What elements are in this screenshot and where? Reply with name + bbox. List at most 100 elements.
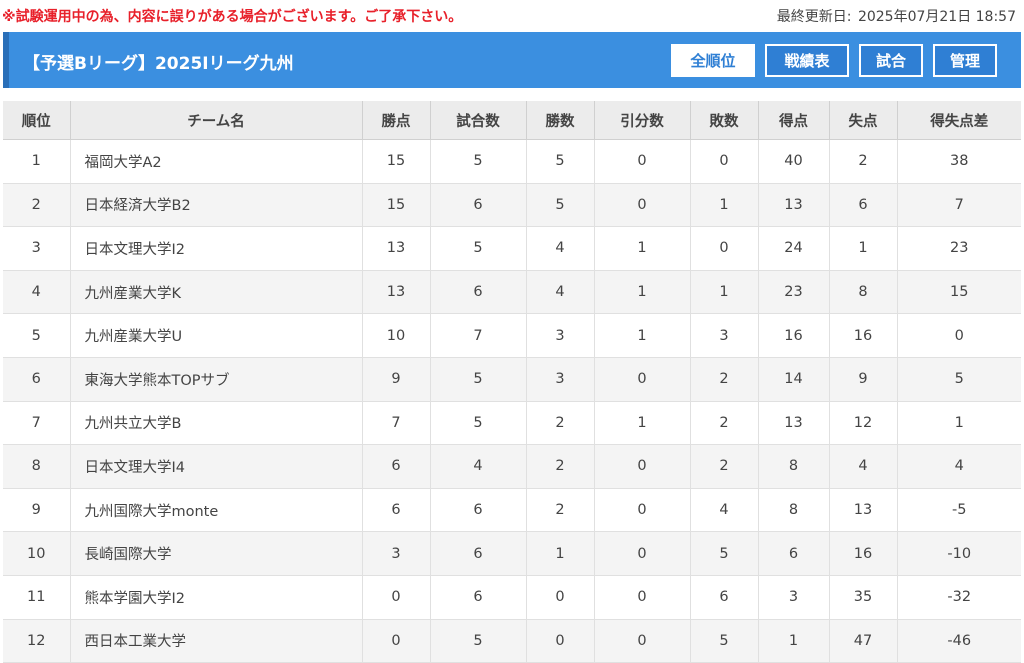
goals-against-cell: 9 bbox=[829, 357, 898, 402]
losses-cell: 1 bbox=[690, 270, 759, 315]
played-cell: 6 bbox=[430, 183, 527, 228]
col-header-goals-against[interactable]: 失点 bbox=[829, 101, 898, 140]
points-cell: 0 bbox=[362, 619, 431, 663]
team-name-cell[interactable]: 熊本学園大学I2 bbox=[70, 575, 363, 620]
rank-cell: 11 bbox=[3, 575, 71, 620]
draws-cell: 1 bbox=[594, 313, 691, 358]
draws-cell: 0 bbox=[594, 139, 691, 184]
table-row: 8 日本文理大学I4 6 4 2 0 2 8 4 4 bbox=[3, 444, 1021, 489]
table-row: 2 日本経済大学B2 15 6 5 0 1 13 6 7 bbox=[3, 183, 1021, 228]
tab-admin[interactable]: 管理 bbox=[933, 44, 997, 77]
wins-cell: 3 bbox=[526, 313, 595, 358]
table-row: 6 東海大学熊本TOPサブ 9 5 3 0 2 14 9 5 bbox=[3, 357, 1021, 402]
tab-all-standings[interactable]: 全順位 bbox=[671, 44, 755, 77]
played-cell: 6 bbox=[430, 488, 527, 533]
losses-cell: 6 bbox=[690, 575, 759, 620]
losses-cell: 5 bbox=[690, 619, 759, 663]
goals-against-cell: 2 bbox=[829, 139, 898, 184]
points-cell: 15 bbox=[362, 139, 431, 184]
goals-for-cell: 23 bbox=[758, 270, 830, 315]
team-name-cell[interactable]: 九州国際大学monte bbox=[70, 488, 363, 533]
draws-cell: 1 bbox=[594, 226, 691, 271]
played-cell: 6 bbox=[430, 531, 527, 576]
draws-cell: 1 bbox=[594, 401, 691, 446]
standings-body: 1 福岡大学A2 15 5 5 0 0 40 2 38 2 日本経済大学B2 15 6 5 0 1 13 6 7 3 日本… bbox=[3, 139, 1021, 663]
goal-diff-cell: 23 bbox=[897, 226, 1021, 271]
wins-cell: 2 bbox=[526, 401, 595, 446]
draws-cell: 0 bbox=[594, 444, 691, 489]
col-header-played[interactable]: 試合数 bbox=[430, 101, 527, 140]
points-cell: 7 bbox=[362, 401, 431, 446]
team-name-cell[interactable]: 九州産業大学K bbox=[70, 270, 363, 315]
draws-cell: 0 bbox=[594, 619, 691, 663]
losses-cell: 2 bbox=[690, 401, 759, 446]
played-cell: 5 bbox=[430, 139, 527, 184]
team-name-cell[interactable]: 西日本工業大学 bbox=[70, 619, 363, 663]
goals-for-cell: 14 bbox=[758, 357, 830, 402]
goals-for-cell: 16 bbox=[758, 313, 830, 358]
points-cell: 6 bbox=[362, 444, 431, 489]
rank-cell: 5 bbox=[3, 313, 71, 358]
goal-diff-cell: 15 bbox=[897, 270, 1021, 315]
col-header-goals-for[interactable]: 得点 bbox=[758, 101, 830, 140]
losses-cell: 2 bbox=[690, 444, 759, 489]
goal-diff-cell: 38 bbox=[897, 139, 1021, 184]
team-name-cell[interactable]: 日本文理大学I4 bbox=[70, 444, 363, 489]
wins-cell: 5 bbox=[526, 183, 595, 228]
played-cell: 6 bbox=[430, 575, 527, 620]
team-name-cell[interactable]: 日本経済大学B2 bbox=[70, 183, 363, 228]
wins-cell: 5 bbox=[526, 139, 595, 184]
points-cell: 0 bbox=[362, 575, 431, 620]
points-cell: 9 bbox=[362, 357, 431, 402]
losses-cell: 4 bbox=[690, 488, 759, 533]
tab-results-table[interactable]: 戦績表 bbox=[765, 44, 849, 77]
team-name-cell[interactable]: 福岡大学A2 bbox=[70, 139, 363, 184]
goals-against-cell: 4 bbox=[829, 444, 898, 489]
losses-cell: 0 bbox=[690, 139, 759, 184]
goal-diff-cell: -10 bbox=[897, 531, 1021, 576]
team-name-cell[interactable]: 日本文理大学I2 bbox=[70, 226, 363, 271]
wins-cell: 2 bbox=[526, 444, 595, 489]
draws-cell: 0 bbox=[594, 575, 691, 620]
draws-cell: 0 bbox=[594, 531, 691, 576]
league-header: 【予選Bリーグ】2025Iリーグ九州 全順位 戦績表 試合 管理 bbox=[3, 32, 1021, 88]
standings-table: 順位 チーム名 勝点 試合数 勝数 引分数 敗数 得点 失点 得失点差 1 福岡大… bbox=[3, 101, 1021, 663]
team-name-cell[interactable]: 九州産業大学U bbox=[70, 313, 363, 358]
last-updated-label: 最終更新日: bbox=[776, 9, 852, 25]
goal-diff-cell: 5 bbox=[897, 357, 1021, 402]
col-header-wins[interactable]: 勝数 bbox=[526, 101, 595, 140]
draws-cell: 0 bbox=[594, 357, 691, 402]
col-header-points[interactable]: 勝点 bbox=[362, 101, 431, 140]
table-row: 10 長崎国際大学 3 6 1 0 5 6 16 -10 bbox=[3, 531, 1021, 576]
rank-cell: 7 bbox=[3, 401, 71, 446]
table-row: 1 福岡大学A2 15 5 5 0 0 40 2 38 bbox=[3, 139, 1021, 184]
goal-diff-cell: 7 bbox=[897, 183, 1021, 228]
league-title: 【予選Bリーグ】2025Iリーグ九州 bbox=[23, 54, 294, 74]
goals-for-cell: 13 bbox=[758, 401, 830, 446]
col-header-losses[interactable]: 敗数 bbox=[690, 101, 759, 140]
col-header-goal-diff[interactable]: 得失点差 bbox=[897, 101, 1021, 140]
goals-for-cell: 3 bbox=[758, 575, 830, 620]
goals-against-cell: 16 bbox=[829, 313, 898, 358]
goals-against-cell: 47 bbox=[829, 619, 898, 663]
rank-cell: 3 bbox=[3, 226, 71, 271]
goals-against-cell: 12 bbox=[829, 401, 898, 446]
team-name-cell[interactable]: 九州共立大学B bbox=[70, 401, 363, 446]
col-header-rank[interactable]: 順位 bbox=[3, 101, 71, 140]
col-header-draws[interactable]: 引分数 bbox=[594, 101, 691, 140]
goals-for-cell: 8 bbox=[758, 488, 830, 533]
played-cell: 5 bbox=[430, 619, 527, 663]
team-name-cell[interactable]: 東海大学熊本TOPサブ bbox=[70, 357, 363, 402]
goals-against-cell: 6 bbox=[829, 183, 898, 228]
table-row: 12 西日本工業大学 0 5 0 0 5 1 47 -46 bbox=[3, 619, 1021, 663]
rank-cell: 10 bbox=[3, 531, 71, 576]
goals-against-cell: 13 bbox=[829, 488, 898, 533]
last-updated: 最終更新日: 2025年07月21日 18:57 bbox=[777, 6, 1016, 26]
table-row: 4 九州産業大学K 13 6 4 1 1 23 8 15 bbox=[3, 270, 1021, 315]
goals-against-cell: 1 bbox=[829, 226, 898, 271]
goals-for-cell: 6 bbox=[758, 531, 830, 576]
table-row: 9 九州国際大学monte 6 6 2 0 4 8 13 -5 bbox=[3, 488, 1021, 533]
col-header-team[interactable]: チーム名 bbox=[70, 101, 363, 140]
team-name-cell[interactable]: 長崎国際大学 bbox=[70, 531, 363, 576]
tab-matches[interactable]: 試合 bbox=[859, 44, 923, 77]
